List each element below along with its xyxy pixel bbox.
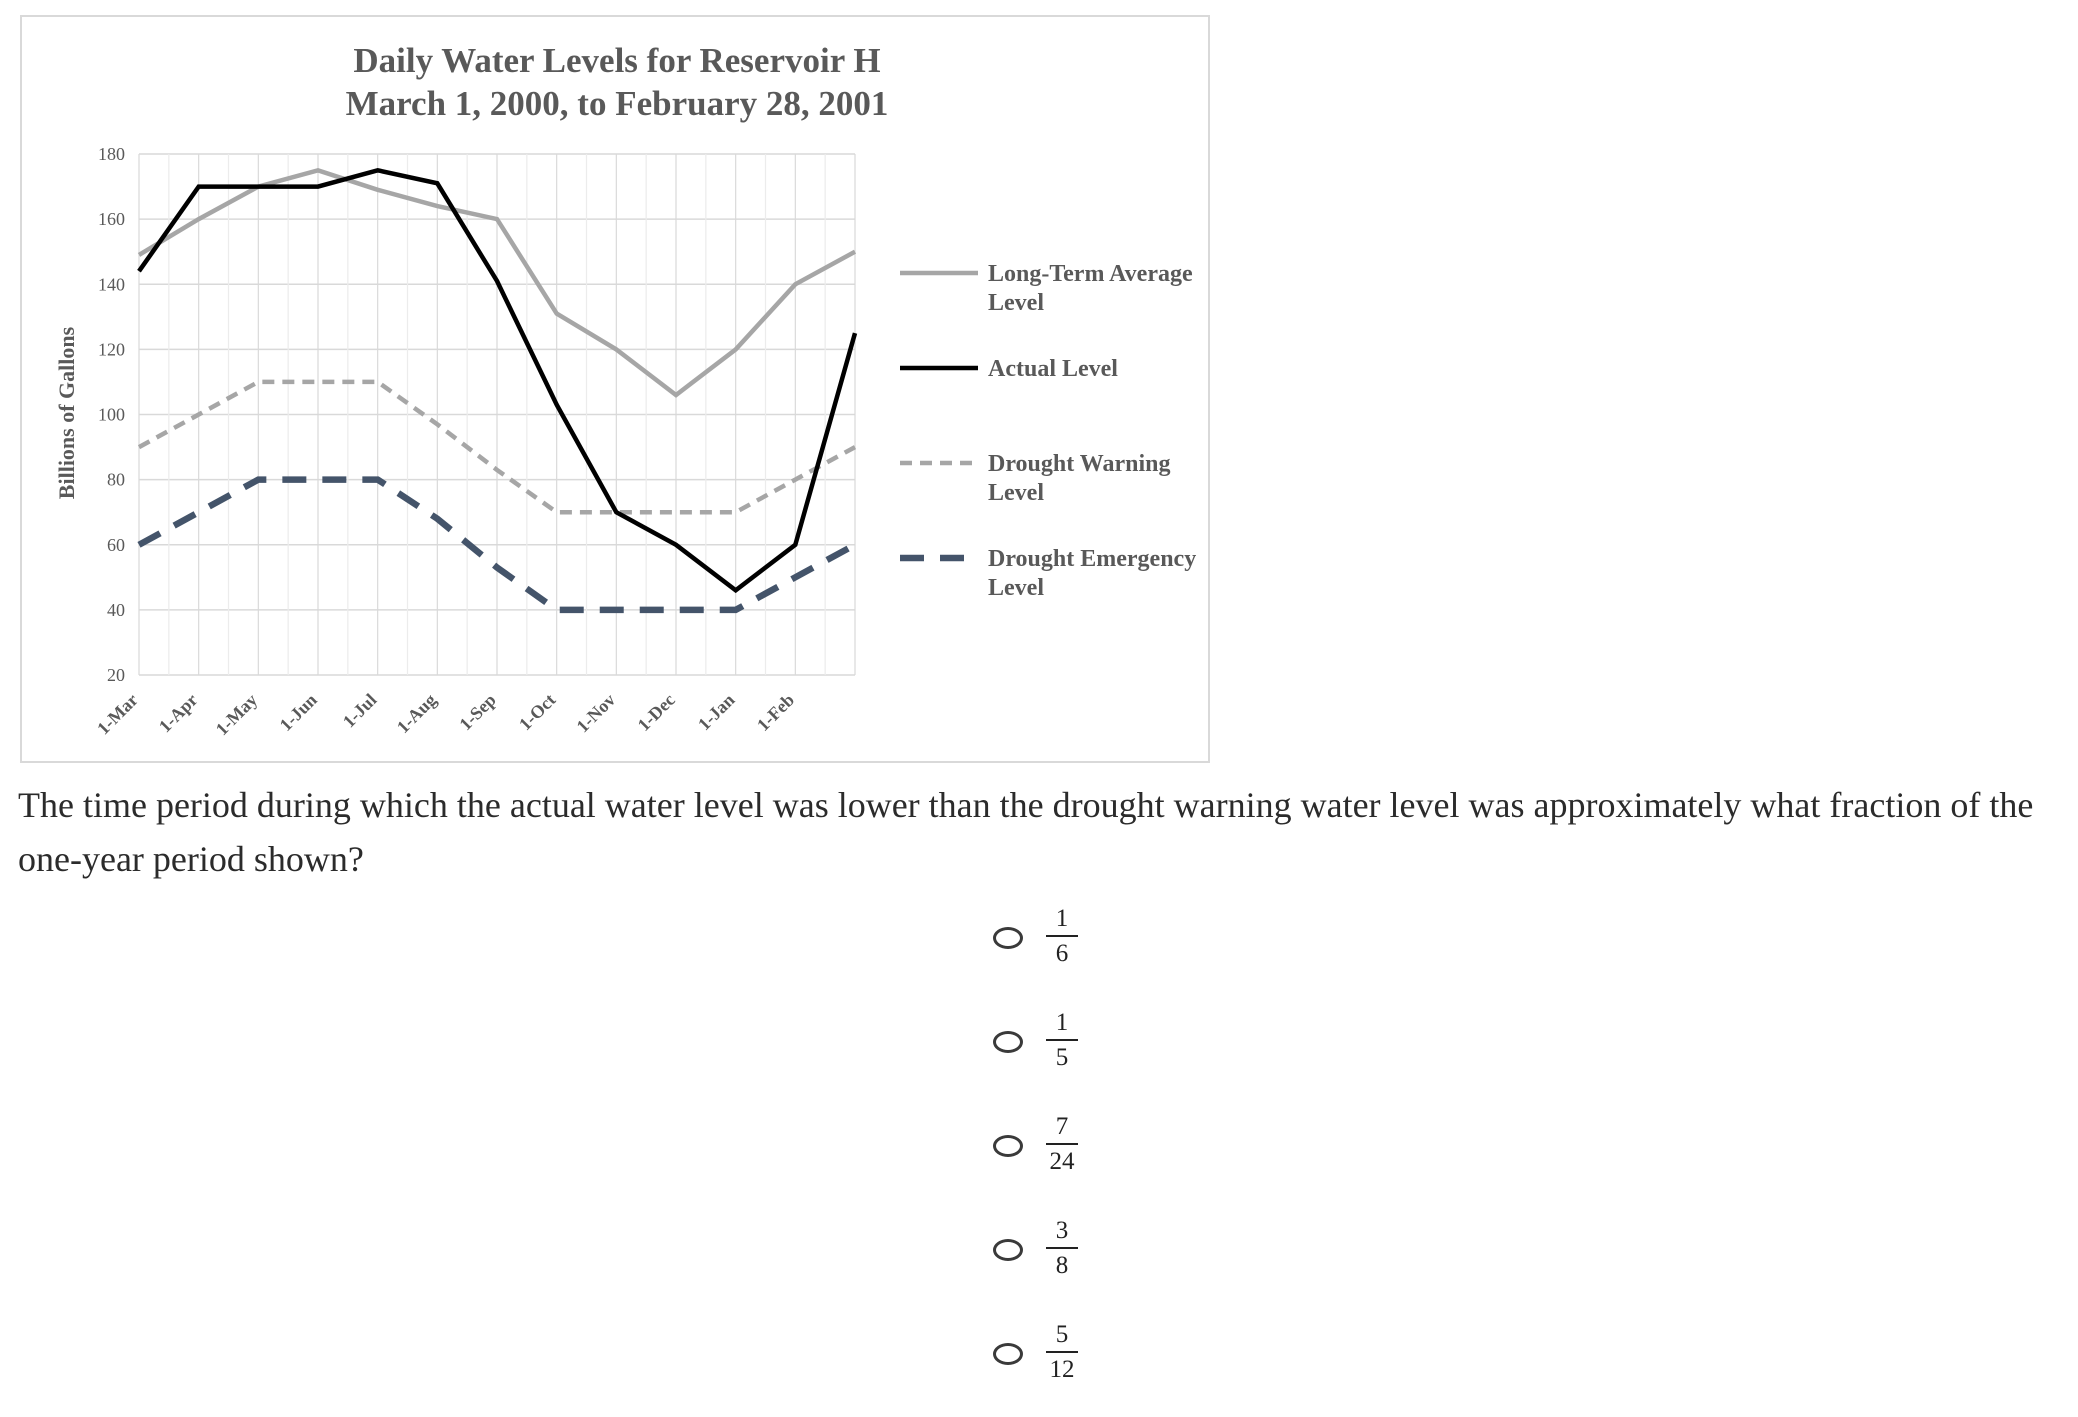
x-tick-label: 1-Sep [455, 690, 500, 735]
fraction-bar [1046, 1039, 1078, 1041]
fraction-denominator: 6 [1055, 940, 1069, 967]
x-tick-label: 1-Feb [753, 690, 798, 735]
fraction-denominator: 12 [1049, 1356, 1075, 1383]
fraction-bar [1046, 935, 1078, 937]
legend-label: Level [988, 480, 1044, 506]
choice-c[interactable]: 7 24 [990, 1113, 1190, 1193]
radio-button[interactable] [993, 1239, 1023, 1261]
fraction-denominator: 24 [1049, 1148, 1075, 1175]
choice-d[interactable]: 3 8 [990, 1217, 1190, 1297]
grid [138, 153, 856, 676]
legend-label: Long-Term Average [988, 261, 1193, 287]
y-tick-label: 80 [107, 470, 125, 490]
x-tick-label: 1-Jun [276, 690, 321, 735]
question-text: The time period during which the actual … [18, 785, 2034, 879]
series-line-drought-emergency-level [137, 476, 857, 614]
x-tick-label: 1-May [212, 690, 261, 739]
fraction: 3 8 [1042, 1217, 1082, 1280]
y-tick-label: 180 [98, 144, 125, 164]
fraction-numerator: 1 [1055, 905, 1069, 932]
fraction-numerator: 1 [1055, 1009, 1069, 1036]
x-tick-label: 1-Nov [572, 690, 619, 737]
fraction-bar [1046, 1143, 1078, 1145]
x-tick-label: 1-Jul [339, 690, 381, 732]
radio-button[interactable] [993, 927, 1023, 949]
fraction-denominator: 5 [1055, 1044, 1069, 1071]
series-line-drought-warning-level [137, 379, 857, 515]
chart-subtitle: March 1, 2000, to February 28, 2001 [346, 84, 889, 123]
x-tick-label: 1-Aug [393, 690, 440, 737]
chart-frame: Daily Water Levels for Reservoir H March… [20, 15, 1210, 763]
fraction-numerator: 3 [1055, 1217, 1069, 1244]
series-line-actual-level [137, 167, 858, 594]
x-tick-label: 1-Dec [634, 690, 679, 735]
y-tick-label: 40 [107, 600, 125, 620]
y-tick-label: 160 [98, 209, 125, 229]
y-tick-label: 120 [98, 339, 125, 359]
choice-b[interactable]: 1 5 [990, 1009, 1190, 1089]
radio-button[interactable] [993, 1135, 1023, 1157]
series [137, 167, 858, 614]
choice-e[interactable]: 5 12 [990, 1321, 1190, 1401]
choice-a[interactable]: 1 6 [990, 905, 1190, 985]
x-tick-label: 1-Apr [155, 690, 202, 737]
line-chart: Daily Water Levels for Reservoir H March… [54, 41, 1196, 739]
legend-label: Drought Emergency [988, 546, 1196, 572]
legend-label: Level [988, 290, 1044, 316]
x-tick-label: 1-Jan [694, 690, 739, 735]
y-tick-label: 140 [98, 274, 125, 294]
radio-button[interactable] [993, 1343, 1023, 1365]
radio-button[interactable] [993, 1031, 1023, 1053]
legend: Long-Term Average Level Actual Level Drough… [900, 261, 1196, 601]
fraction-bar [1046, 1247, 1078, 1249]
legend-label: Actual Level [988, 356, 1118, 382]
chart-title: Daily Water Levels for Reservoir H [353, 41, 880, 80]
fraction: 1 5 [1042, 1009, 1082, 1072]
legend-label: Drought Warning [988, 451, 1171, 477]
y-tick-label: 20 [107, 665, 125, 685]
y-tick-label: 100 [98, 405, 125, 425]
fraction-bar [1046, 1351, 1078, 1353]
legend-label: Level [988, 575, 1044, 601]
y-tick-label: 60 [107, 535, 125, 555]
fraction-numerator: 5 [1055, 1321, 1069, 1348]
fraction-numerator: 7 [1055, 1113, 1069, 1140]
x-tick-label: 1-Oct [515, 690, 560, 735]
fraction: 1 6 [1042, 905, 1082, 968]
fraction: 7 24 [1042, 1113, 1082, 1176]
fraction: 5 12 [1042, 1321, 1082, 1384]
fraction-denominator: 8 [1055, 1252, 1069, 1279]
y-axis-label: Billions of Gallons [54, 326, 79, 499]
x-tick-label: 1-Mar [93, 690, 142, 739]
